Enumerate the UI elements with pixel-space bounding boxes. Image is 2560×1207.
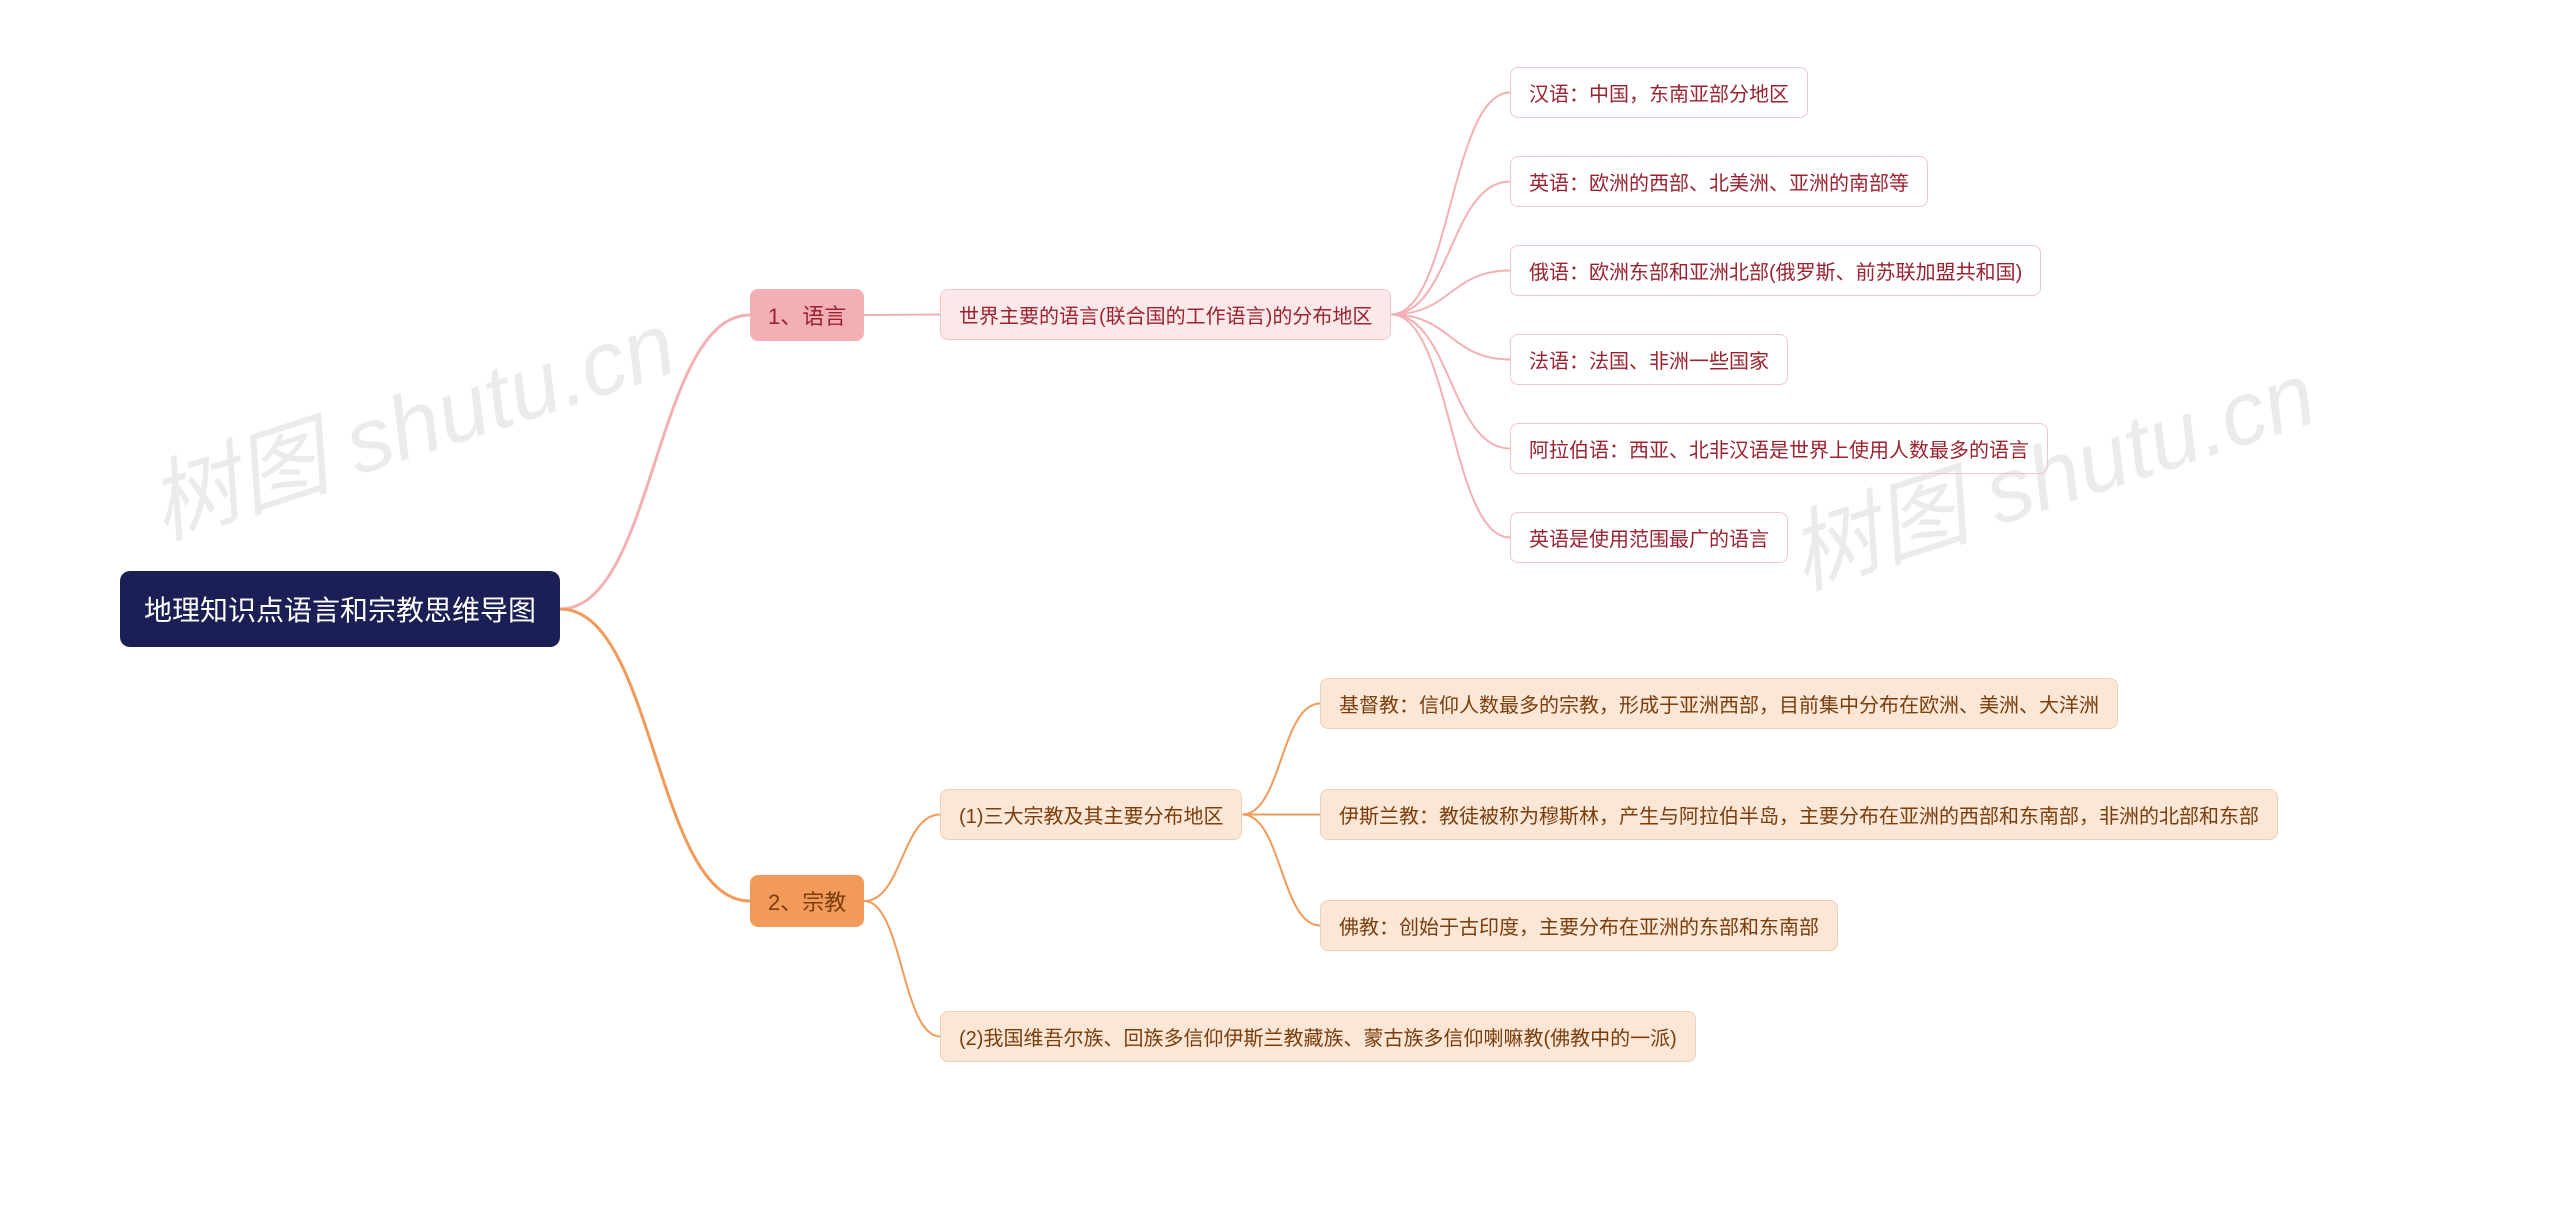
leaf-arabic: 阿拉伯语：西亚、北非汉语是世界上使用人数最多的语言 <box>1510 423 2048 474</box>
leaf-christianity: 基督教：信仰人数最多的宗教，形成于亚洲西部，目前集中分布在欧洲、美洲、大洋洲 <box>1320 678 2118 729</box>
branch-religion[interactable]: 2、宗教 <box>750 875 864 927</box>
watermark-1: 树图 shutu.cn <box>130 272 689 564</box>
leaf-french: 法语：法国、非洲一些国家 <box>1510 334 1788 385</box>
leaf-islam: 伊斯兰教：教徒被称为穆斯林，产生与阿拉伯半岛，主要分布在亚洲的西部和东南部，非洲… <box>1320 789 2278 840</box>
leaf-chinese: 汉语：中国，东南亚部分地区 <box>1510 67 1808 118</box>
node-language-distribution[interactable]: 世界主要的语言(联合国的工作语言)的分布地区 <box>940 289 1391 340</box>
leaf-english-wide: 英语是使用范围最广的语言 <box>1510 512 1788 563</box>
branch-language[interactable]: 1、语言 <box>750 289 864 341</box>
node-three-religions[interactable]: (1)三大宗教及其主要分布地区 <box>940 789 1242 840</box>
node-china-religions[interactable]: (2)我国维吾尔族、回族多信仰伊斯兰教藏族、蒙古族多信仰喇嘛教(佛教中的一派) <box>940 1011 1696 1062</box>
root-node[interactable]: 地理知识点语言和宗教思维导图 <box>120 571 560 647</box>
leaf-english: 英语：欧洲的西部、北美洲、亚洲的南部等 <box>1510 156 1928 207</box>
leaf-russian: 俄语：欧洲东部和亚洲北部(俄罗斯、前苏联加盟共和国) <box>1510 245 2041 296</box>
leaf-buddhism: 佛教：创始于古印度，主要分布在亚洲的东部和东南部 <box>1320 900 1838 951</box>
